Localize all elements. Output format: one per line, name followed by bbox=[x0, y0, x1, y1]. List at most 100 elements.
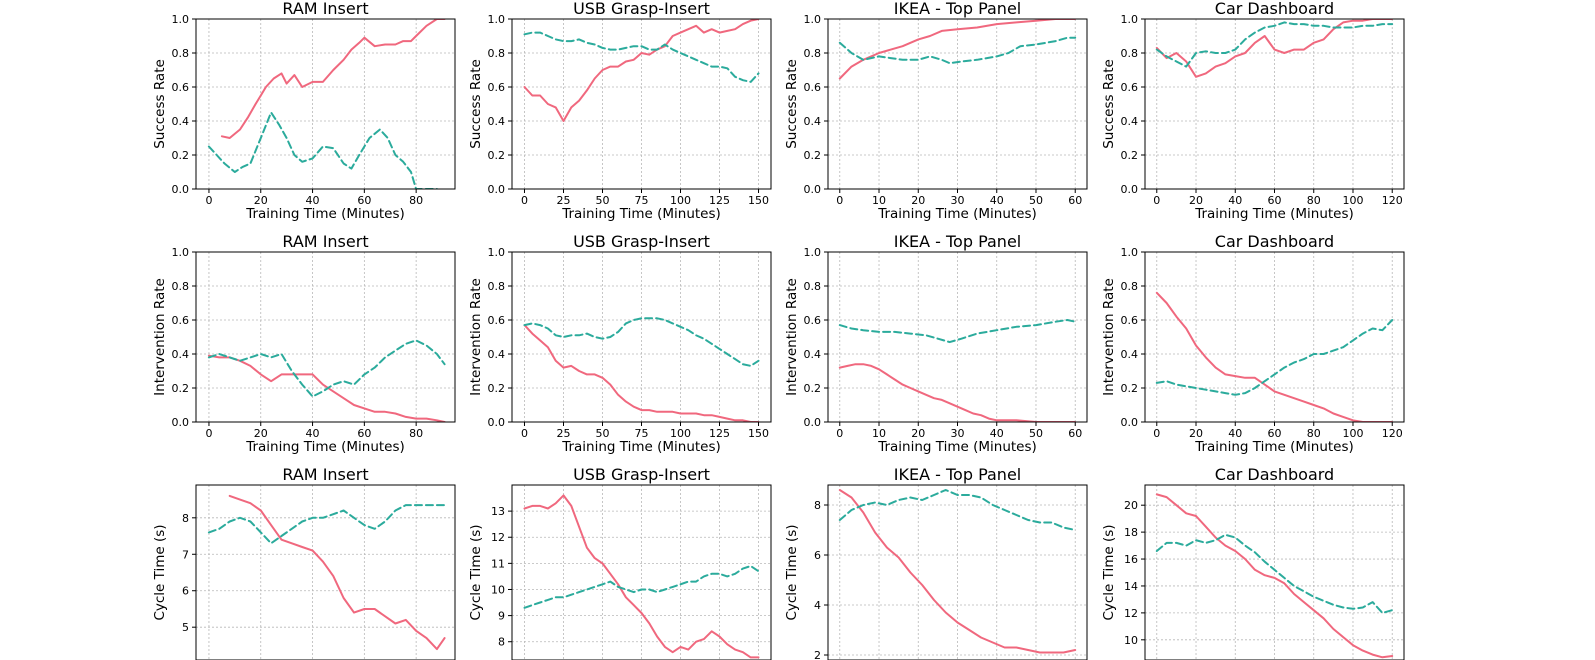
y-tick-label: 0.0 bbox=[488, 183, 506, 196]
y-tick-label: 0.6 bbox=[488, 314, 506, 327]
x-tick-label: 20 bbox=[1189, 427, 1203, 440]
y-tick-label: 1.0 bbox=[1121, 13, 1139, 26]
y-axis-label: Intervention Rate bbox=[784, 278, 800, 396]
y-tick-label: 12 bbox=[1124, 607, 1138, 620]
series-group bbox=[207, 339, 446, 422]
y-axis-label: Intervention Rate bbox=[152, 278, 168, 396]
y-tick-label: 10 bbox=[491, 583, 505, 596]
y-tick-label: 8 bbox=[498, 636, 505, 649]
series-line-solid bbox=[228, 494, 446, 651]
series-line-solid bbox=[838, 19, 1077, 80]
y-tick-label: 13 bbox=[491, 505, 505, 518]
x-tick-label: 100 bbox=[670, 194, 691, 207]
x-tick-label: 125 bbox=[709, 194, 730, 207]
x-axis-label: Training Time (Minutes) bbox=[877, 439, 1037, 455]
x-axis-label: Training Time (Minutes) bbox=[1194, 439, 1354, 455]
y-axis-label: Intervention Rate bbox=[468, 278, 484, 396]
series-line-solid bbox=[1155, 291, 1394, 422]
x-tick-label: 60 bbox=[357, 194, 371, 207]
x-tick-label: 20 bbox=[911, 427, 925, 440]
x-tick-label: 0 bbox=[521, 194, 528, 207]
y-tick-label: 0.8 bbox=[1121, 47, 1139, 60]
series-line-dashed bbox=[207, 339, 446, 398]
series-line-dashed bbox=[838, 489, 1077, 531]
chart-title: IKEA - Top Panel bbox=[894, 232, 1021, 251]
x-tick-label: 120 bbox=[1382, 194, 1403, 207]
y-tick-label: 14 bbox=[1124, 580, 1138, 593]
x-tick-label: 0 bbox=[521, 427, 528, 440]
y-tick-label: 0.6 bbox=[804, 314, 822, 327]
y-tick-label: 0.4 bbox=[172, 115, 190, 128]
x-tick-label: 80 bbox=[1307, 427, 1321, 440]
y-tick-label: 0.4 bbox=[488, 115, 506, 128]
x-tick-label: 80 bbox=[1307, 194, 1321, 207]
y-tick-label: 0.4 bbox=[1121, 348, 1139, 361]
y-tick-label: 1.0 bbox=[172, 13, 190, 26]
y-tick-label: 0.2 bbox=[804, 382, 822, 395]
series-group bbox=[838, 489, 1077, 654]
y-tick-label: 1.0 bbox=[172, 246, 190, 259]
y-tick-label: 0.8 bbox=[488, 280, 506, 293]
axes-frame bbox=[195, 484, 456, 660]
chart-title: Car Dashboard bbox=[1215, 232, 1334, 251]
subplot-3: 0 10 20 30 40 50 60 0.0 0.2 0.4 0.6 0.8 1.0 IKEA - To… bbox=[784, 0, 1088, 222]
series-line-dashed bbox=[1155, 21, 1394, 68]
y-tick-label: 0.6 bbox=[488, 81, 506, 94]
series-line-solid bbox=[838, 489, 1077, 654]
x-axis-label: Training Time (Minutes) bbox=[561, 206, 721, 222]
y-tick-label: 1.0 bbox=[804, 13, 822, 26]
x-axis-label: Training Time (Minutes) bbox=[877, 206, 1037, 222]
x-tick-label: 40 bbox=[306, 194, 320, 207]
y-tick-label: 16 bbox=[1124, 553, 1138, 566]
y-tick-label: 0.6 bbox=[172, 314, 190, 327]
series-line-solid bbox=[523, 494, 760, 659]
y-tick-label: 0.0 bbox=[1121, 416, 1139, 429]
y-tick-label: 11 bbox=[491, 557, 505, 570]
series-line-solid bbox=[523, 19, 760, 122]
x-tick-label: 100 bbox=[1342, 194, 1363, 207]
x-tick-label: 50 bbox=[1029, 194, 1043, 207]
axes-frame bbox=[1144, 484, 1405, 660]
x-tick-label: 40 bbox=[990, 427, 1004, 440]
series-group bbox=[1155, 291, 1394, 422]
series-group bbox=[838, 319, 1077, 422]
series-line-dashed bbox=[523, 317, 760, 367]
y-tick-label: 0.0 bbox=[488, 416, 506, 429]
x-tick-label: 10 bbox=[872, 427, 886, 440]
series-group bbox=[1155, 493, 1394, 659]
x-tick-label: 25 bbox=[556, 194, 570, 207]
y-tick-label: 1.0 bbox=[488, 246, 506, 259]
x-tick-label: 40 bbox=[990, 194, 1004, 207]
y-tick-label: 0.2 bbox=[488, 149, 506, 162]
x-tick-label: 75 bbox=[635, 194, 649, 207]
series-line-dashed bbox=[1155, 319, 1394, 396]
x-axis-label: Training Time (Minutes) bbox=[245, 439, 405, 455]
x-tick-label: 50 bbox=[595, 194, 609, 207]
chart-title: RAM Insert bbox=[282, 465, 368, 484]
series-group bbox=[1155, 19, 1394, 78]
chart-title: Car Dashboard bbox=[1215, 0, 1334, 18]
y-tick-label: 6 bbox=[182, 585, 189, 598]
series-line-dashed bbox=[523, 565, 760, 609]
x-tick-label: 60 bbox=[1268, 427, 1282, 440]
chart-title: IKEA - Top Panel bbox=[894, 0, 1021, 18]
subplot-4: 0 20 40 60 80 100 120 0.0 0.2 0.4 0.6 0.8 1.0 Car Das… bbox=[1101, 0, 1405, 222]
x-tick-label: 20 bbox=[911, 194, 925, 207]
y-axis-label: Success Rate bbox=[1101, 59, 1117, 149]
y-tick-label: 0.8 bbox=[172, 47, 190, 60]
y-tick-label: 8 bbox=[182, 512, 189, 525]
y-tick-label: 0.2 bbox=[1121, 382, 1139, 395]
chart-title: RAM Insert bbox=[282, 232, 368, 251]
y-tick-label: 0.8 bbox=[172, 280, 190, 293]
x-tick-label: 150 bbox=[748, 427, 769, 440]
x-tick-label: 40 bbox=[306, 427, 320, 440]
y-tick-label: 1.0 bbox=[488, 13, 506, 26]
axes-frame bbox=[511, 484, 772, 660]
y-axis-label: Cycle Time (s) bbox=[1101, 524, 1117, 620]
y-tick-label: 8 bbox=[814, 499, 821, 512]
y-tick-label: 0.6 bbox=[1121, 81, 1139, 94]
y-tick-label: 0.0 bbox=[804, 416, 822, 429]
x-tick-label: 0 bbox=[1153, 427, 1160, 440]
y-tick-label: 0.8 bbox=[488, 47, 506, 60]
subplot-10: 8 9 10 11 12 13 USB Grasp-Insert Cycle Time (s) bbox=[468, 465, 772, 660]
